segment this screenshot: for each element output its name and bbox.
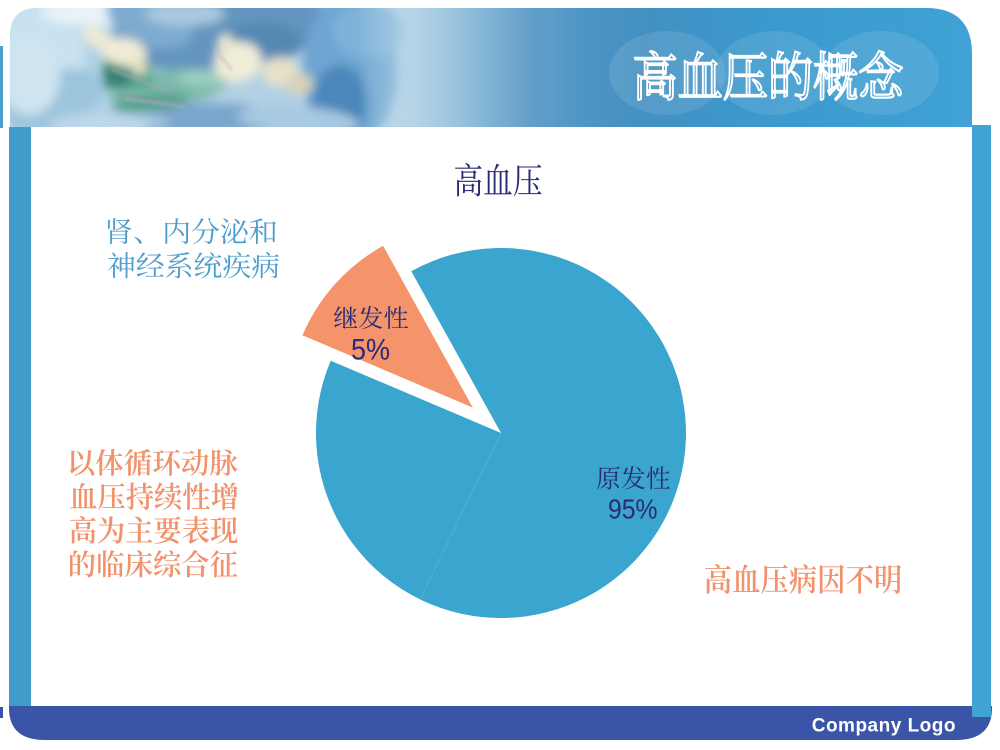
svg-text:5%: 5% (351, 334, 390, 367)
svg-text:Company Logo: Company Logo (812, 716, 956, 737)
svg-text:95%: 95% (608, 494, 658, 525)
